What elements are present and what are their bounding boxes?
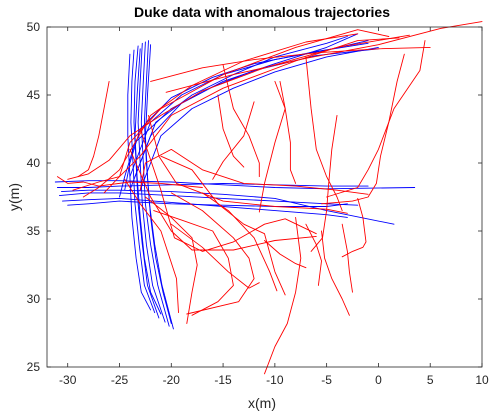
anomalous-trajectory [129,148,317,251]
anomalous-trajectory [201,192,278,292]
plot-area: -30 -25 -20 -15 -10 -5 0 5 10 25 30 35 40 45 50 [27,20,489,387]
anomalous-trajectory [305,223,322,286]
x-tick-label: -20 [163,373,181,387]
anomalous-trajectory [212,101,255,180]
y-tick-label: 35 [27,224,41,238]
anomalous-trajectory [77,80,110,178]
x-tick-label: -5 [321,373,332,387]
normal-trajectory [129,40,369,178]
normal-trajectory [130,49,156,314]
normal-trajectory [139,46,379,191]
x-tick-label: -25 [111,373,129,387]
normal-trajectory [58,192,359,206]
anomalous-trajectory [56,176,203,188]
x-tick-label: -30 [59,373,77,387]
normal-trajectory [133,45,160,319]
chart-title: Duke data with anomalous trajectories [134,4,390,20]
anomalous-trajectory [124,178,179,314]
anomalous-trajectory [217,94,245,168]
x-tick-label: -15 [214,373,232,387]
anomalous-trajectory [258,80,286,213]
anomalous-trajectory [222,64,260,178]
x-tick-label: 10 [475,373,489,387]
anomalous-trajectory [321,230,350,316]
y-tick-label: 40 [27,156,41,170]
y-tick-label: 25 [27,360,41,374]
anomalous-trajectory [274,80,297,184]
anomalous-trajectory [165,21,483,93]
y-tick-label: 45 [27,88,41,102]
anomalous-trajectory [139,128,317,252]
axes-box [46,26,483,368]
anomalous-trajectory [326,40,426,198]
x-tick-label: 0 [375,373,382,387]
normal-trajectory [127,53,152,311]
anomalous-trajectory [341,197,367,258]
tick-layer: -30 -25 -20 -15 -10 -5 0 5 10 25 30 35 40 45 50 [27,20,489,387]
anomalous-trajectory [310,114,338,252]
anomalous-trajectory [144,196,198,324]
anomalous-trajectory [150,46,431,82]
trajectory-layer [54,21,483,375]
normal-trajectory [134,48,162,315]
normal-trajectory [144,44,172,324]
anomalous-trajectory [321,53,405,205]
y-tick-label: 30 [27,292,41,306]
anomalous-trajectory [103,29,390,194]
anomalous-trajectory [82,33,359,198]
normal-trajectory [124,42,369,191]
normal-trajectory [56,182,369,188]
normal-trajectory [67,200,348,207]
anomalous-trajectory [341,223,353,293]
anomalous-trajectory [72,37,400,191]
anomalous-trajectory [148,114,348,214]
y-tick-label: 50 [27,20,41,34]
anomalous-trajectory [153,210,234,316]
anomalous-trajectory [305,56,343,212]
anomalous-trajectory [139,148,369,195]
y-axis-label: y(m) [6,183,22,211]
x-axis-label: x(m) [248,395,276,411]
anomalous-trajectory [170,192,255,315]
x-tick-label: -10 [266,373,284,387]
normal-trajectories [54,33,416,330]
anomalous-trajectory [264,216,302,375]
normal-trajectory [134,36,348,178]
anomalous-trajectory [170,223,260,289]
x-tick-label: 5 [427,373,434,387]
anomalous-trajectory [67,34,410,180]
anomalous-trajectory [160,155,286,296]
anomalous-trajectory [264,240,307,269]
